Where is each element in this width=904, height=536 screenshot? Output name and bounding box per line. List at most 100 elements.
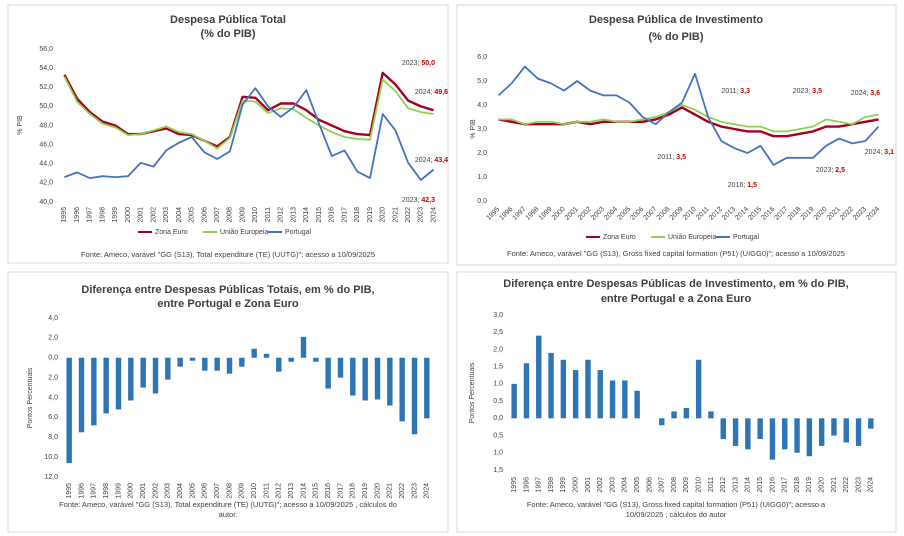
bar xyxy=(214,357,220,371)
x-tick-label: 2002 xyxy=(150,207,157,223)
x-tick-label: 1997 xyxy=(536,477,543,493)
x-tick-label: 2021 xyxy=(387,483,394,499)
annotation: 2024; 49,6 xyxy=(415,89,448,96)
x-tick-label: 2003 xyxy=(165,483,172,499)
bar xyxy=(300,336,307,358)
x-tick-label: 2023 xyxy=(855,477,862,493)
x-tick-label: 2017 xyxy=(337,483,344,499)
legend-label: Portugal xyxy=(733,234,760,241)
bar xyxy=(239,357,245,367)
x-tick-label: 2024 xyxy=(430,207,437,223)
annotation-value: 1,5 xyxy=(747,182,757,189)
y-tick-label: 1,5 xyxy=(493,364,503,371)
bar xyxy=(659,418,665,426)
x-tick-label: 2021 xyxy=(831,477,838,493)
y-tick-label: 10,0 xyxy=(44,454,58,461)
x-tick-label: 1998 xyxy=(99,207,106,223)
x-tick-label: 2013 xyxy=(290,207,297,223)
x-tick-label: 2019 xyxy=(362,483,369,499)
x-tick-label: 2022 xyxy=(405,207,412,223)
bar xyxy=(177,357,183,367)
y-tick-label: 4,0 xyxy=(477,102,487,109)
bar xyxy=(818,418,825,446)
annotation-year: 2024; xyxy=(415,157,433,164)
bar xyxy=(511,383,517,419)
panel xyxy=(7,4,449,264)
chart-title: Diferença entre Despesas Públicas de Inv… xyxy=(503,278,848,290)
x-tick-label: 2006 xyxy=(202,483,209,499)
bar xyxy=(560,359,567,419)
x-tick-label: 2023 xyxy=(411,483,418,499)
y-tick-label: 48,0 xyxy=(39,122,53,129)
chart-title: (% do PIB) xyxy=(649,31,704,43)
y-tick-label: 44,0 xyxy=(39,161,53,168)
annotation-year: 2024; xyxy=(415,89,433,96)
x-tick-label: 2005 xyxy=(189,483,196,499)
y-tick-label: 42,0 xyxy=(39,180,53,187)
x-tick-label: 1995 xyxy=(511,477,518,493)
annotation-value: 3,6 xyxy=(870,90,880,97)
bar xyxy=(609,380,616,419)
annotation-year: 2024; xyxy=(865,149,883,156)
legend-label: União Europeia xyxy=(220,229,268,236)
chart-title: (% do PIB) xyxy=(201,28,256,40)
bar xyxy=(536,335,542,419)
x-tick-label: 2001 xyxy=(138,207,145,223)
annotation-value: 3,5 xyxy=(812,88,822,95)
x-tick-label: 2000 xyxy=(572,477,579,493)
x-tick-label: 2003 xyxy=(609,477,616,493)
x-tick-label: 2019 xyxy=(367,207,374,223)
legend-label: Portugal xyxy=(285,229,312,236)
x-tick-label: 1997 xyxy=(87,207,94,223)
bar xyxy=(708,411,714,419)
x-tick-label: 1997 xyxy=(91,483,98,499)
x-tick-label: 1999 xyxy=(115,483,122,499)
x-tick-label: 2024 xyxy=(424,483,431,499)
x-tick-label: 2020 xyxy=(818,477,825,493)
bar xyxy=(78,357,85,433)
y-tick-label: 1,5 xyxy=(493,467,503,474)
annotation-value: 3,1 xyxy=(884,149,894,156)
annotation-year: 2023; xyxy=(793,88,811,95)
bar xyxy=(732,418,739,446)
annotation-year: 2023; xyxy=(816,167,834,174)
bar xyxy=(855,418,862,446)
y-tick-label: 0,0 xyxy=(477,198,487,205)
bar xyxy=(128,357,134,401)
series-line xyxy=(498,104,879,133)
x-tick-label: 2016 xyxy=(325,483,332,499)
x-tick-label: 2008 xyxy=(671,477,678,493)
y-tick-label: 2,0 xyxy=(48,335,58,342)
bar xyxy=(362,357,368,401)
annotation-year: 2016; xyxy=(728,182,746,189)
x-tick-label: 2005 xyxy=(634,477,641,493)
x-tick-label: 1999 xyxy=(560,477,567,493)
y-tick-label: 2,0 xyxy=(493,346,503,353)
y-tick-label: 52,0 xyxy=(39,84,53,91)
bar xyxy=(831,418,837,436)
x-tick-label: 2003 xyxy=(163,207,170,223)
source-note: Fonte: Ameco, varável "GG (S13), Gross f… xyxy=(507,249,845,258)
y-tick-label: 0,0 xyxy=(48,355,58,362)
bar xyxy=(745,418,751,450)
bar xyxy=(548,352,554,419)
bar xyxy=(868,418,874,429)
x-tick-label: 2008 xyxy=(226,483,233,499)
y-tick-label: 3,0 xyxy=(477,126,487,133)
y-tick-label: 8,0 xyxy=(48,434,58,441)
bar xyxy=(313,357,319,362)
chart-title: Despesa Pública Total xyxy=(170,14,286,26)
bar xyxy=(337,357,344,378)
bar xyxy=(671,411,677,419)
x-tick-label: 2016 xyxy=(329,207,336,223)
y-axis-label: % PIB xyxy=(470,119,477,139)
source-note: Fonte: Ameco, varável "GG (S13), Total e… xyxy=(59,500,397,509)
series-line xyxy=(63,76,434,150)
x-tick-label: 2020 xyxy=(374,483,381,499)
panel xyxy=(456,271,897,533)
x-tick-label: 1996 xyxy=(523,477,530,493)
series-line xyxy=(497,65,880,166)
chart-title: Diferença entre Despesas Públicas Totais… xyxy=(81,284,374,296)
bar xyxy=(523,363,530,419)
y-tick-label: 5,0 xyxy=(477,78,487,85)
